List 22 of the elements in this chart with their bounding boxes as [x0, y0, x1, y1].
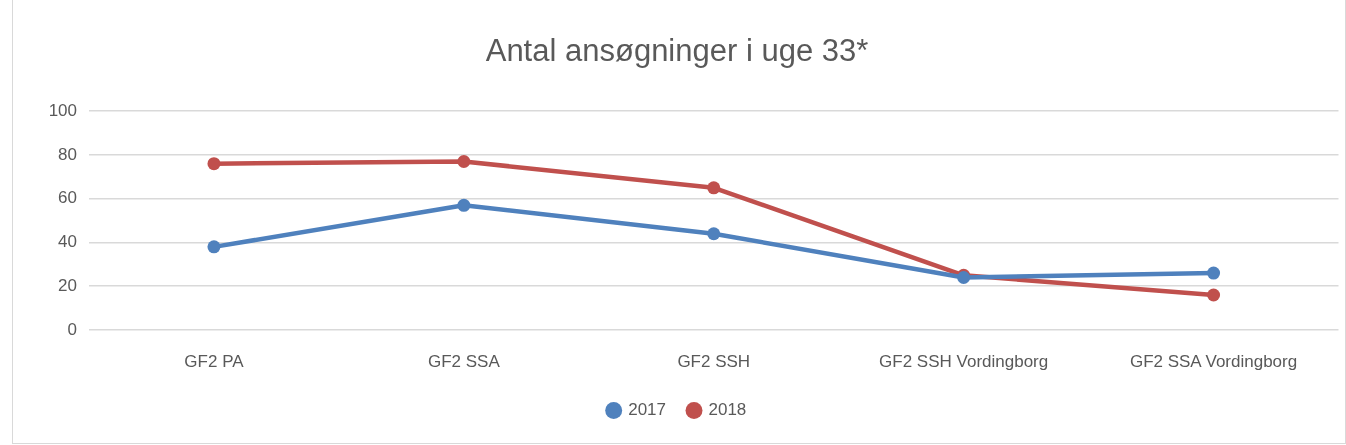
- y-tick-label: 20: [58, 275, 77, 295]
- point: [1207, 288, 1221, 302]
- y-tick-label: 40: [58, 232, 77, 252]
- x-tick-label: GF2 SSH Vordingborg: [879, 351, 1049, 371]
- point: [207, 240, 221, 254]
- legend-label: 2017: [628, 400, 667, 420]
- point: [207, 157, 221, 171]
- x-tick-label: GF2 SSA: [427, 351, 501, 371]
- point: [1207, 266, 1221, 280]
- point: [707, 181, 721, 195]
- x-tick-label: GF2 SSA Vordingborg: [1129, 351, 1298, 371]
- y-tick-label: 60: [58, 188, 77, 208]
- legend-label: 2018: [708, 400, 747, 420]
- x-tick-label: GF2 SSH: [677, 351, 751, 371]
- point: [457, 198, 471, 212]
- y-tick-label: 0: [67, 319, 77, 339]
- chart-title: Antal ansøgninger i uge 33*: [485, 33, 869, 69]
- x-tick-label: GF2 PA: [184, 351, 245, 371]
- y-tick-label: 100: [48, 100, 77, 120]
- y-tick-label: 80: [58, 144, 77, 164]
- point: [457, 155, 471, 169]
- point: [707, 227, 721, 241]
